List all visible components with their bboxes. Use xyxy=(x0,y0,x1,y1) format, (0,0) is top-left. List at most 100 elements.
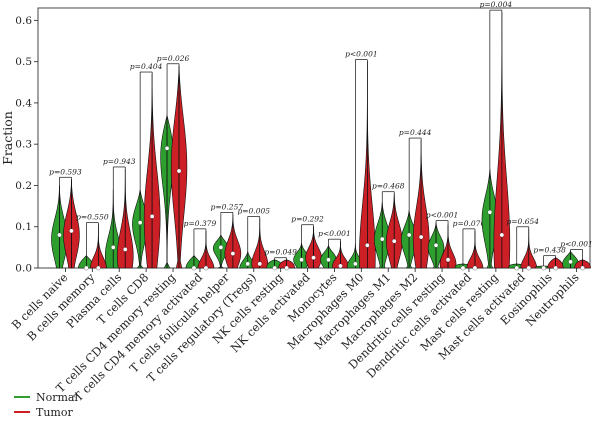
violin-tumor xyxy=(582,259,591,269)
p-value-label: p=0.438 xyxy=(533,246,566,255)
median-point-normal xyxy=(353,261,358,267)
p-value-label: p=0.049 xyxy=(264,248,297,257)
violin-tumor xyxy=(474,230,484,269)
p-value-label: p=0.379 xyxy=(184,219,217,228)
violin-tumor xyxy=(393,193,403,269)
violin-tumor xyxy=(278,259,287,269)
violin-tumor xyxy=(90,224,99,269)
y-tick-label: 0.5 xyxy=(15,56,32,68)
violin-tumor xyxy=(232,214,242,269)
median-point-normal xyxy=(514,265,520,271)
p-value-label: p<0.001 xyxy=(560,239,593,248)
median-point-normal xyxy=(406,232,412,238)
p-value-label: p=0.004 xyxy=(480,0,513,9)
median-point-tumor xyxy=(365,243,370,248)
median-point-normal xyxy=(433,243,439,248)
median-point-normal xyxy=(487,210,493,215)
median-point-normal xyxy=(191,265,197,271)
y-axis-label: Fraction xyxy=(0,111,15,165)
violin-tumor xyxy=(493,12,503,269)
violin-tumor xyxy=(178,65,188,269)
p-value-label: p=0.654 xyxy=(506,217,539,226)
median-point-normal xyxy=(137,220,143,225)
violin-normal xyxy=(508,263,518,269)
median-point-tumor xyxy=(203,265,209,271)
median-point-tumor xyxy=(580,265,585,271)
violin-normal xyxy=(320,245,329,269)
violin-tumor xyxy=(466,230,476,269)
p-value-label: p=0.026 xyxy=(157,54,190,63)
violin-tumor xyxy=(520,228,530,269)
violin-tumor xyxy=(170,65,180,269)
p-value-label: p=0.257 xyxy=(211,202,244,211)
p-value-label: p=0.550 xyxy=(76,213,109,222)
median-point-tumor xyxy=(553,265,558,271)
violin-tumor xyxy=(116,168,126,269)
violin-tumor xyxy=(197,230,207,269)
violin-normal xyxy=(481,168,491,269)
violin-tumor xyxy=(205,230,215,269)
median-point-tumor xyxy=(472,265,478,271)
median-point-tumor xyxy=(418,234,424,240)
violin-tumor xyxy=(359,61,368,269)
violin-tumor xyxy=(259,218,269,269)
violin-normal xyxy=(562,250,571,269)
violin-tumor xyxy=(71,179,80,269)
median-point-tumor xyxy=(445,257,451,262)
violin-normal xyxy=(266,259,275,269)
median-point-tumor xyxy=(499,232,505,238)
violin-normal xyxy=(78,254,87,269)
violin-normal xyxy=(132,189,141,269)
p-value-label: p=0.593 xyxy=(49,167,82,176)
violin-tumor xyxy=(143,74,153,269)
median-point-tumor xyxy=(69,228,74,234)
median-point-tumor xyxy=(96,265,101,271)
violin-normal xyxy=(51,185,60,269)
p-value-label: p<0.001 xyxy=(318,229,351,238)
violin-tumor xyxy=(305,226,314,269)
violin-normal xyxy=(185,254,195,269)
violin-tumor xyxy=(412,140,422,269)
y-tick-label: 0.2 xyxy=(15,180,32,192)
violin-tumor xyxy=(574,259,583,269)
violin-tumor xyxy=(124,168,134,269)
median-point-normal xyxy=(299,257,304,262)
legend: Normal Tumor xyxy=(14,391,78,419)
median-point-tumor xyxy=(311,255,316,260)
p-value-label: p=0.005 xyxy=(237,206,270,215)
median-point-normal xyxy=(218,245,224,250)
p-value-label: p=0.070 xyxy=(453,219,486,228)
violin-normal xyxy=(400,210,410,269)
violin-normal xyxy=(427,222,437,269)
violin-tumor xyxy=(340,241,349,269)
median-point-normal xyxy=(164,146,170,151)
median-point-tumor xyxy=(391,238,397,244)
median-point-normal xyxy=(568,259,573,265)
median-point-tumor xyxy=(149,214,155,219)
violin-tumor xyxy=(98,224,107,269)
p-value-label: p=0.404 xyxy=(130,62,163,71)
legend-label: Tumor xyxy=(36,406,73,419)
violin-tumor xyxy=(286,259,295,269)
p-value-label: p=0.292 xyxy=(291,215,324,224)
violin-tumor xyxy=(547,257,556,269)
median-point-normal xyxy=(84,265,89,271)
violin-tumor xyxy=(251,218,261,269)
violin-normal xyxy=(373,201,383,269)
legend-label: Normal xyxy=(36,391,78,404)
violin-normal xyxy=(293,243,302,269)
violin-tumor xyxy=(151,74,161,269)
median-point-tumor xyxy=(123,247,128,252)
median-point-tumor xyxy=(176,168,182,174)
median-point-tumor xyxy=(257,261,262,267)
p-value-label: p=0.468 xyxy=(372,182,405,191)
p-value-label: p=0.943 xyxy=(103,157,136,166)
median-point-normal xyxy=(272,265,277,271)
median-point-normal xyxy=(460,265,466,271)
median-point-normal xyxy=(541,265,546,271)
violin-tumor xyxy=(501,12,511,269)
